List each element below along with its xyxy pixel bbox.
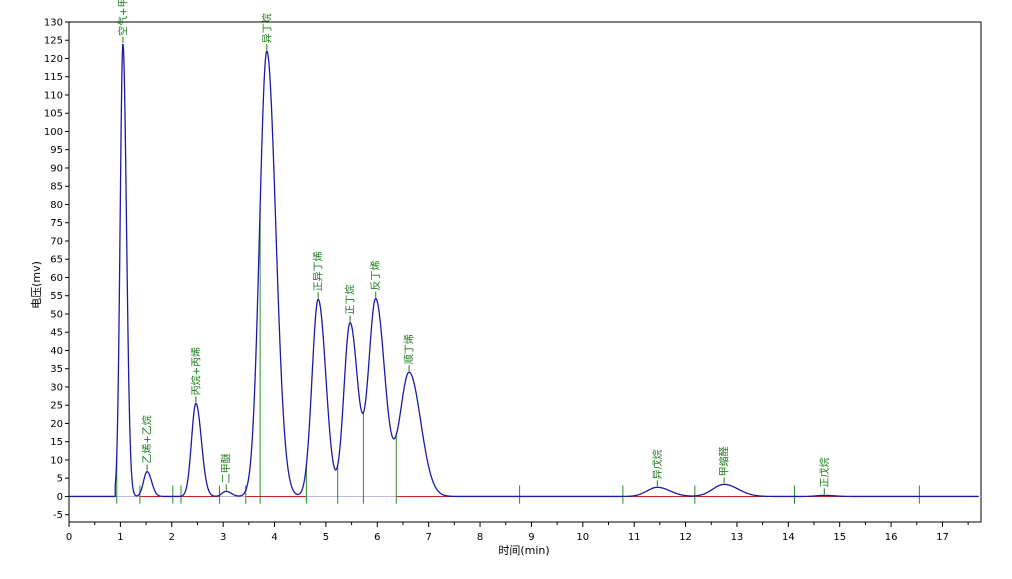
- plot-area: [68, 21, 982, 523]
- x-tick-label: 2: [169, 532, 175, 543]
- y-axis-ticks: -5 0 5 10 15 20 25 30 35 40 45 50 55 60 65 70 75 80 85 90 95…: [44, 18, 69, 521]
- x-tick-label: 17: [936, 532, 949, 543]
- y-tick-label: 20: [50, 419, 63, 430]
- y-tick-label: 70: [50, 236, 63, 247]
- y-tick-label: -5: [53, 510, 63, 521]
- y-tick-label: 120: [44, 54, 63, 65]
- y-tick-label: 85: [50, 182, 63, 193]
- y-tick-label: 25: [50, 401, 63, 412]
- peak-label: 正丁烷: [344, 285, 357, 315]
- y-tick-label: 125: [44, 36, 63, 47]
- x-tick-label: 3: [220, 532, 226, 543]
- y-tick-label: 65: [50, 255, 63, 266]
- x-axis-ticks: 0 1 2 3 4 5 6 7 8 9 10 11 12 13 14 15 16 17: [66, 522, 969, 543]
- x-tick-label: 10: [576, 532, 589, 543]
- x-tick-label: 4: [271, 532, 277, 543]
- y-tick-label: 80: [50, 200, 63, 211]
- x-axis-title: 时间(min): [498, 544, 549, 557]
- y-tick-label: 15: [50, 437, 63, 448]
- y-axis-title: 电压(mv): [30, 261, 43, 309]
- y-tick-label: 100: [44, 127, 63, 138]
- peak-label: 反丁烯: [369, 261, 382, 291]
- x-tick-label: 5: [323, 532, 329, 543]
- y-tick-label: 110: [44, 90, 63, 101]
- x-tick-label: 13: [731, 532, 744, 543]
- peak-label: 正异丁烯: [312, 251, 325, 291]
- peak-label: 二甲醚: [220, 453, 233, 483]
- x-tick-label: 7: [425, 532, 431, 543]
- y-tick-label: 30: [50, 382, 63, 393]
- peak-label: 乙烯+乙烷: [141, 415, 154, 463]
- y-tick-label: 60: [50, 273, 63, 284]
- y-tick-label: 40: [50, 346, 63, 357]
- peak-label: 顺丁烯: [403, 334, 416, 364]
- x-tick-label: 12: [679, 532, 692, 543]
- y-tick-label: 130: [44, 18, 63, 29]
- peak-label: 甲缩醛: [718, 446, 731, 476]
- x-tick-label: 1: [117, 532, 123, 543]
- peak-label: 异丁烷: [260, 13, 273, 43]
- y-tick-label: 115: [44, 72, 63, 83]
- y-tick-label: 55: [50, 291, 63, 302]
- peak-label: 异戊烷: [651, 449, 664, 479]
- peak-label: 空气+甲烷: [116, 0, 129, 36]
- y-tick-label: 5: [57, 474, 63, 485]
- y-tick-label: 35: [50, 364, 63, 375]
- y-tick-label: 75: [50, 218, 63, 229]
- x-tick-label: 16: [885, 532, 898, 543]
- y-tick-label: 10: [50, 455, 63, 466]
- peak-label: 丙烷+丙烯: [189, 347, 202, 395]
- x-tick-label: 15: [833, 532, 846, 543]
- x-tick-label: 9: [528, 532, 534, 543]
- x-tick-label: 14: [782, 532, 795, 543]
- y-tick-label: 45: [50, 328, 63, 339]
- y-tick-label: 105: [44, 109, 63, 120]
- peak-label: 正戊烷: [818, 457, 831, 487]
- y-tick-label: 90: [50, 163, 63, 174]
- y-tick-label: 95: [50, 145, 63, 156]
- x-tick-label: 0: [66, 532, 72, 543]
- y-tick-label: 0: [57, 492, 63, 503]
- y-tick-label: 50: [50, 309, 63, 320]
- signal-trace: [69, 43, 979, 498]
- x-tick-label: 11: [628, 532, 641, 543]
- x-tick-label: 6: [374, 532, 380, 543]
- x-tick-label: 8: [477, 532, 483, 543]
